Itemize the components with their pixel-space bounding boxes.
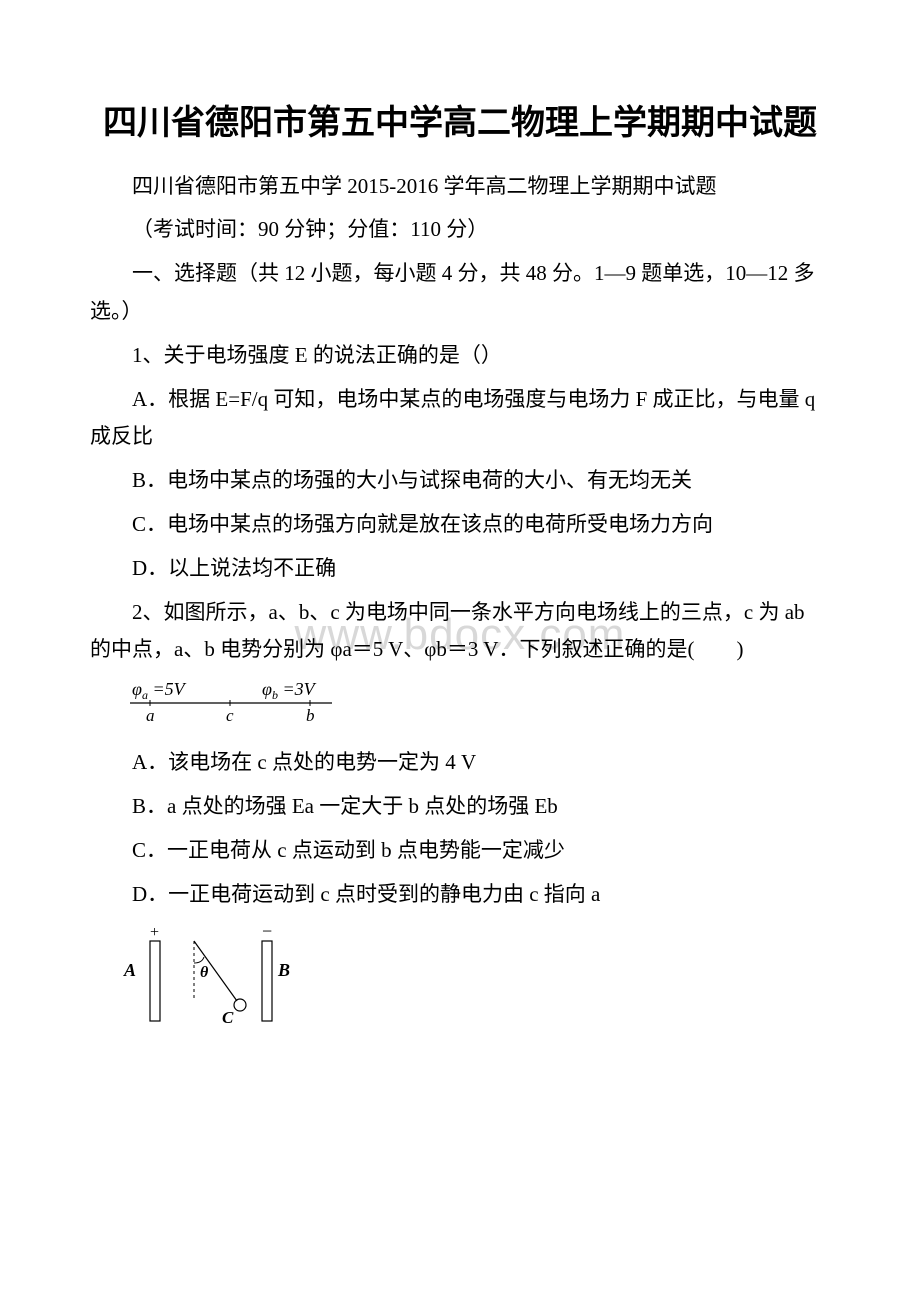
question-option: B．电场中某点的场强的大小与试探电荷的大小、有无均无关 xyxy=(90,462,830,500)
question-option: B．a 点处的场强 Ea 一定大于 b 点处的场强 Eb xyxy=(90,788,830,826)
exam-info: （考试时间：90 分钟；分值：110 分） xyxy=(90,211,830,249)
question-option: D．一正电荷运动到 c 点时受到的静电力由 c 指向 a xyxy=(90,876,830,914)
plus-sign: + xyxy=(150,924,159,941)
question-option: C．电场中某点的场强方向就是放在该点的电荷所受电场力方向 xyxy=(90,506,830,544)
angle-arc xyxy=(194,957,204,963)
question-stem: 1、关于电场强度 E 的说法正确的是（） xyxy=(90,337,830,375)
plate-a xyxy=(150,941,160,1021)
point-a-label: a xyxy=(146,706,155,725)
pendulum-bob xyxy=(234,999,246,1011)
question-option: D．以上说法均不正确 xyxy=(90,550,830,588)
plate-b xyxy=(262,941,272,1021)
minus-sign: − xyxy=(262,921,272,941)
document-title: 四川省德阳市第五中学高二物理上学期期中试题 xyxy=(90,100,830,148)
phi-a-label: φa =5V xyxy=(132,679,187,702)
question-option: A．根据 E=F/q 可知，电场中某点的电场强度与电场力 F 成正比，与电量 q… xyxy=(90,381,830,457)
capacitor-svg: A + B − θ C xyxy=(122,921,312,1031)
question-stem: 2、如图所示，a、b、c 为电场中同一条水平方向电场线上的三点，c 为 ab 的… xyxy=(90,594,830,670)
section-header: 一、选择题（共 12 小题，每小题 4 分，共 48 分。1—9 题单选，10—… xyxy=(90,255,830,331)
figure-capacitor: A + B − θ C xyxy=(122,921,830,1036)
figure-field-line: φa =5V φb =3V a c b xyxy=(122,677,830,732)
theta-label: θ xyxy=(200,964,209,981)
point-b-label: b xyxy=(306,706,315,725)
plate-b-label: B xyxy=(277,960,290,980)
point-c-label: C xyxy=(222,1008,234,1027)
document-content: 四川省德阳市第五中学高二物理上学期期中试题 四川省德阳市第五中学 2015-20… xyxy=(90,100,830,1036)
phi-b-label: φb =3V xyxy=(262,679,317,702)
question-option: A．该电场在 c 点处的电势一定为 4 V xyxy=(90,744,830,782)
field-line-svg: φa =5V φb =3V a c b xyxy=(122,677,342,727)
question-option: C．一正电荷从 c 点运动到 b 点电势能一定减少 xyxy=(90,832,830,870)
point-c-label: c xyxy=(226,706,234,725)
plate-a-label: A xyxy=(123,960,136,980)
subtitle: 四川省德阳市第五中学 2015-2016 学年高二物理上学期期中试题 xyxy=(90,168,830,206)
